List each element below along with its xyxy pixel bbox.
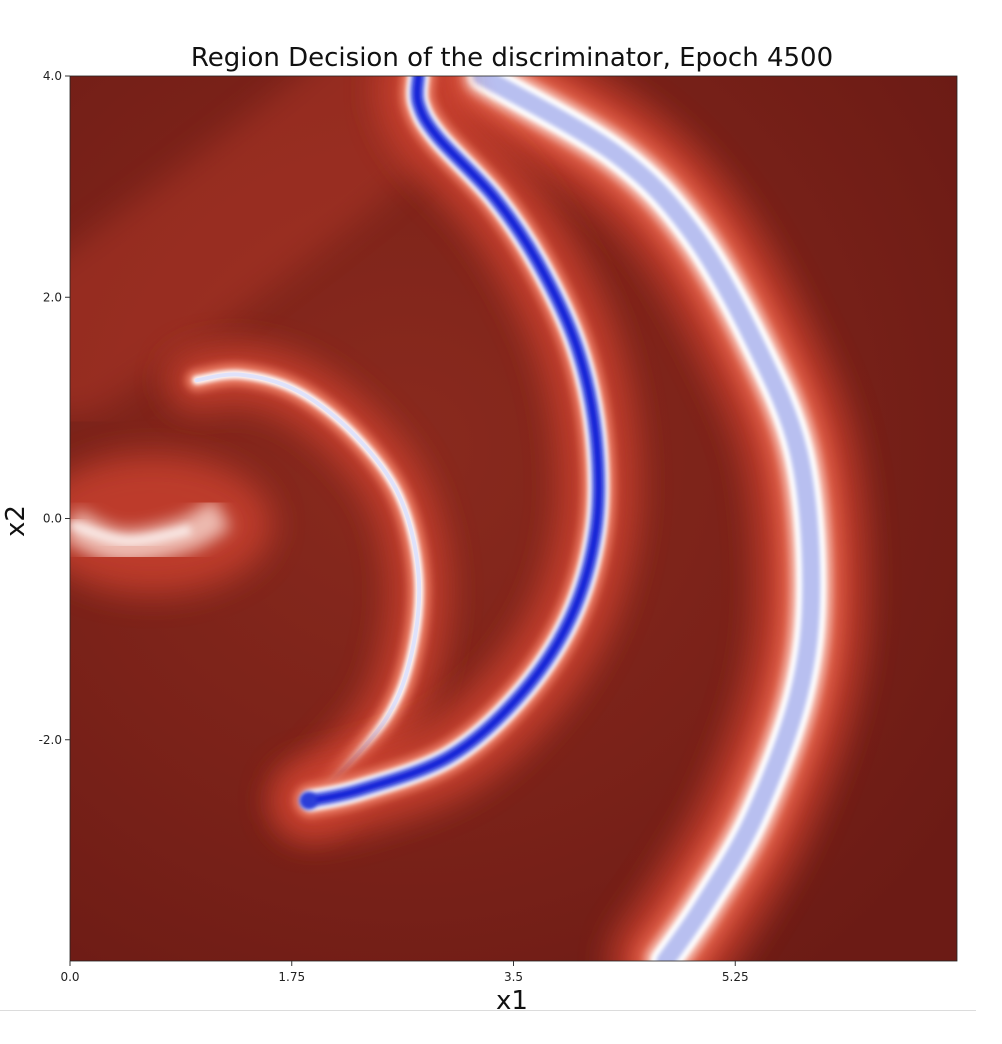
y-tick-label: 4.0: [43, 69, 62, 83]
crescent-tip: [299, 791, 318, 810]
x-tick-label: 5.25: [722, 970, 749, 984]
y-tick-label: -2.0: [39, 733, 62, 747]
x-tick-label: 0.0: [60, 970, 79, 984]
x-axis-label: x1: [496, 986, 528, 1016]
x-axis-ticks: 0.0 1.75 3.5 5.25: [60, 961, 749, 984]
crescent-inner-layer-4: [307, 76, 603, 805]
y-tick-label: 0.0: [43, 512, 62, 526]
y-axis-ticks: 4.0 2.0 0.0 -2.0: [39, 69, 70, 747]
x-tick-label: 3.5: [504, 970, 523, 984]
glow-red: [70, 454, 273, 595]
outer-arc-boundary: [426, 76, 867, 961]
glow-core: [70, 519, 192, 546]
y-tick-label: 2.0: [43, 290, 62, 304]
x-tick-label: 1.75: [278, 970, 305, 984]
plot-area: [70, 76, 957, 961]
outer-arc-layer-4: [472, 76, 821, 961]
bottom-divider: [0, 1010, 976, 1011]
y-axis-label: x2: [1, 505, 31, 537]
chart-title: Region Decision of the discriminator, Ep…: [191, 43, 833, 73]
inner-crescent-boundary: [166, 76, 639, 841]
